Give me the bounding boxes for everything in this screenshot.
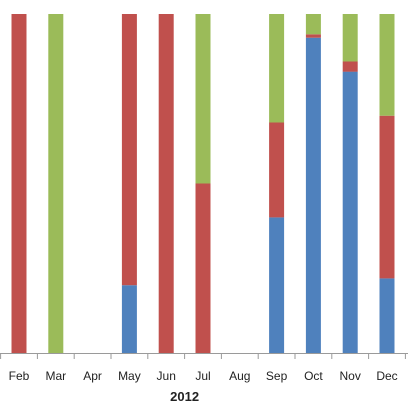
bar-segment-sep-series-1 [269,217,285,353]
bar-segment-jul-series-2 [195,183,211,353]
x-tick-label-nov: Nov [340,369,361,383]
bar-segment-mar-series-3 [48,14,64,353]
x-axis-group-label: 2012 [170,389,199,404]
x-tick-label-oct: Oct [304,369,323,383]
bar-segment-oct-series-3 [305,14,321,35]
bar-segment-nov-series-3 [342,14,358,62]
x-tick-label-mar: Mar [45,369,66,383]
bar-segment-jul-series-3 [195,14,211,184]
x-tick-label-feb: Feb [9,369,30,383]
x-tick-label-apr: Apr [83,369,102,383]
x-tick-label-jul: Jul [195,369,210,383]
x-axis-tick-labels: Feb Mar Apr May Jun Jul Aug Sep Oct Nov Dec [9,369,398,383]
bars-layer [11,14,395,353]
bar-segment-sep-series-2 [269,122,285,218]
bar-segment-jun-series-2 [158,14,174,353]
bar-segment-nov-series-2 [342,61,358,72]
x-tick-label-sep: Sep [266,369,288,383]
bar-segment-dec-series-2 [379,115,395,279]
bar-segment-sep-series-3 [269,14,285,123]
x-axis-ticks [0,353,406,359]
x-tick-label-aug: Aug [229,369,250,383]
x-tick-label-dec: Dec [376,369,397,383]
bar-segment-may-series-1 [121,285,137,353]
bar-segment-nov-series-1 [342,71,358,353]
bar-segment-feb-series-2 [11,14,27,353]
bar-segment-may-series-2 [121,14,137,286]
x-tick-label-may: May [118,369,141,383]
x-tick-label-jun: Jun [157,369,176,383]
bar-segment-oct-series-2 [305,34,321,38]
bar-segment-dec-series-1 [379,278,395,353]
bar-segment-oct-series-1 [305,37,321,353]
bar-segment-dec-series-3 [379,14,395,116]
